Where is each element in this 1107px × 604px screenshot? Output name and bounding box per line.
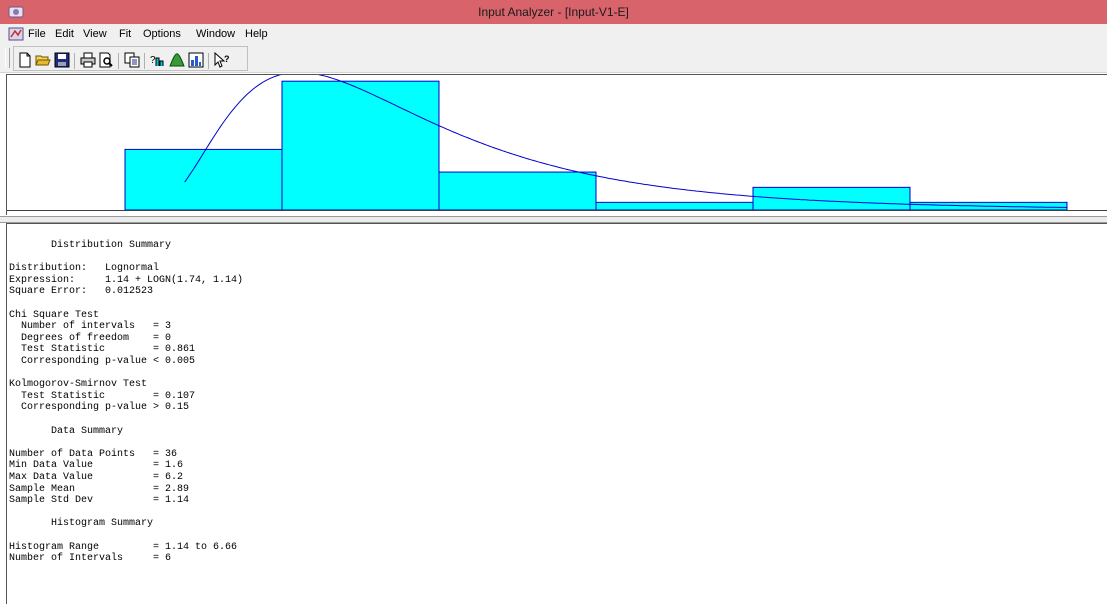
toolbar-separator: [208, 53, 209, 69]
toolbar: ? ?: [0, 44, 1107, 73]
toolbar-grip[interactable]: [5, 48, 10, 68]
window-title: Input Analyzer - [Input-V1-E]: [478, 5, 629, 19]
summary-line: Max Data Value = 6.2: [9, 472, 184, 483]
menu-options[interactable]: Options: [143, 28, 181, 40]
menu-edit[interactable]: Edit: [55, 28, 74, 40]
distribution-icon[interactable]: [169, 52, 185, 68]
menu-view[interactable]: View: [83, 28, 107, 40]
menu-window[interactable]: Window: [196, 28, 236, 40]
summary-line: Distribution: Lognormal: [9, 263, 160, 275]
summary-line: Square Error: 0.012523: [9, 286, 154, 298]
histogram-pane: [6, 74, 1107, 215]
histogram-chart: [7, 75, 1107, 211]
summary-line: Histogram Range = 1.14 to 6.66: [9, 541, 238, 553]
histogram-icon[interactable]: [188, 52, 204, 68]
summary-line: Degrees of freedom = 0: [9, 332, 172, 344]
summary-line: Number of Intervals = 6: [9, 553, 172, 565]
toolbar-separator: [74, 53, 75, 69]
open-folder-icon[interactable]: [35, 52, 51, 68]
toolbar-separator: [144, 53, 145, 69]
toolbar-frame: ? ?: [13, 46, 248, 71]
summary-line: Chi Square Test: [9, 309, 100, 321]
document-icon[interactable]: [8, 26, 24, 42]
summary-line: Min Data Value = 1.6: [9, 460, 184, 472]
summary-line: Kolmogorov-Smirnov Test: [9, 379, 148, 391]
summary-line: Corresponding p-value < 0.005: [9, 356, 196, 367]
summary-line: Sample Std Dev = 1.14: [9, 495, 190, 507]
fit-icon[interactable]: ?: [150, 52, 166, 68]
summary-line: Sample Mean = 2.89: [9, 483, 190, 495]
menu-bar: File Edit View Fit Options Window Help: [0, 24, 1107, 44]
summary-line: Corresponding p-value > 0.15: [9, 402, 190, 414]
summary-line: Number of intervals = 3: [9, 321, 172, 333]
fitted-distribution-curve: [184, 75, 1068, 208]
title-bar[interactable]: Input Analyzer - [Input-V1-E]: [0, 0, 1107, 24]
summary-line: Test Statistic = 0.107: [9, 390, 196, 402]
histogram-bar: [438, 171, 597, 211]
menu-help[interactable]: Help: [245, 28, 268, 40]
summary-line: Distribution Summary: [9, 240, 172, 251]
histogram-bar: [595, 201, 754, 211]
new-icon[interactable]: [17, 52, 33, 68]
summary-line: Number of Data Points = 36: [9, 448, 178, 460]
svg-text:?: ?: [224, 54, 230, 64]
summary-line: Expression: 1.14 + LOGN(1.74, 1.14): [9, 274, 244, 286]
svg-text:?: ?: [150, 55, 156, 66]
summary-line: Test Statistic = 0.861: [9, 344, 196, 356]
print-preview-icon[interactable]: [98, 52, 114, 68]
help-pointer-icon[interactable]: ?: [214, 52, 230, 68]
copy-icon[interactable]: [124, 52, 140, 68]
pane-splitter[interactable]: [0, 216, 1107, 223]
summary-line: Data Summary: [9, 425, 124, 437]
summary-line: Histogram Summary: [9, 518, 154, 530]
app-icon[interactable]: [8, 4, 24, 20]
histogram-bar: [752, 186, 911, 211]
histogram-bar: [281, 80, 440, 211]
menu-file[interactable]: File: [28, 28, 46, 40]
print-icon[interactable]: [80, 52, 96, 68]
histogram-bar: [124, 148, 283, 211]
menu-fit[interactable]: Fit: [119, 28, 132, 40]
save-icon[interactable]: [54, 52, 70, 68]
summary-text-pane: Distribution Summary Distribution: Lognor…: [6, 223, 1107, 604]
toolbar-separator: [118, 53, 119, 69]
